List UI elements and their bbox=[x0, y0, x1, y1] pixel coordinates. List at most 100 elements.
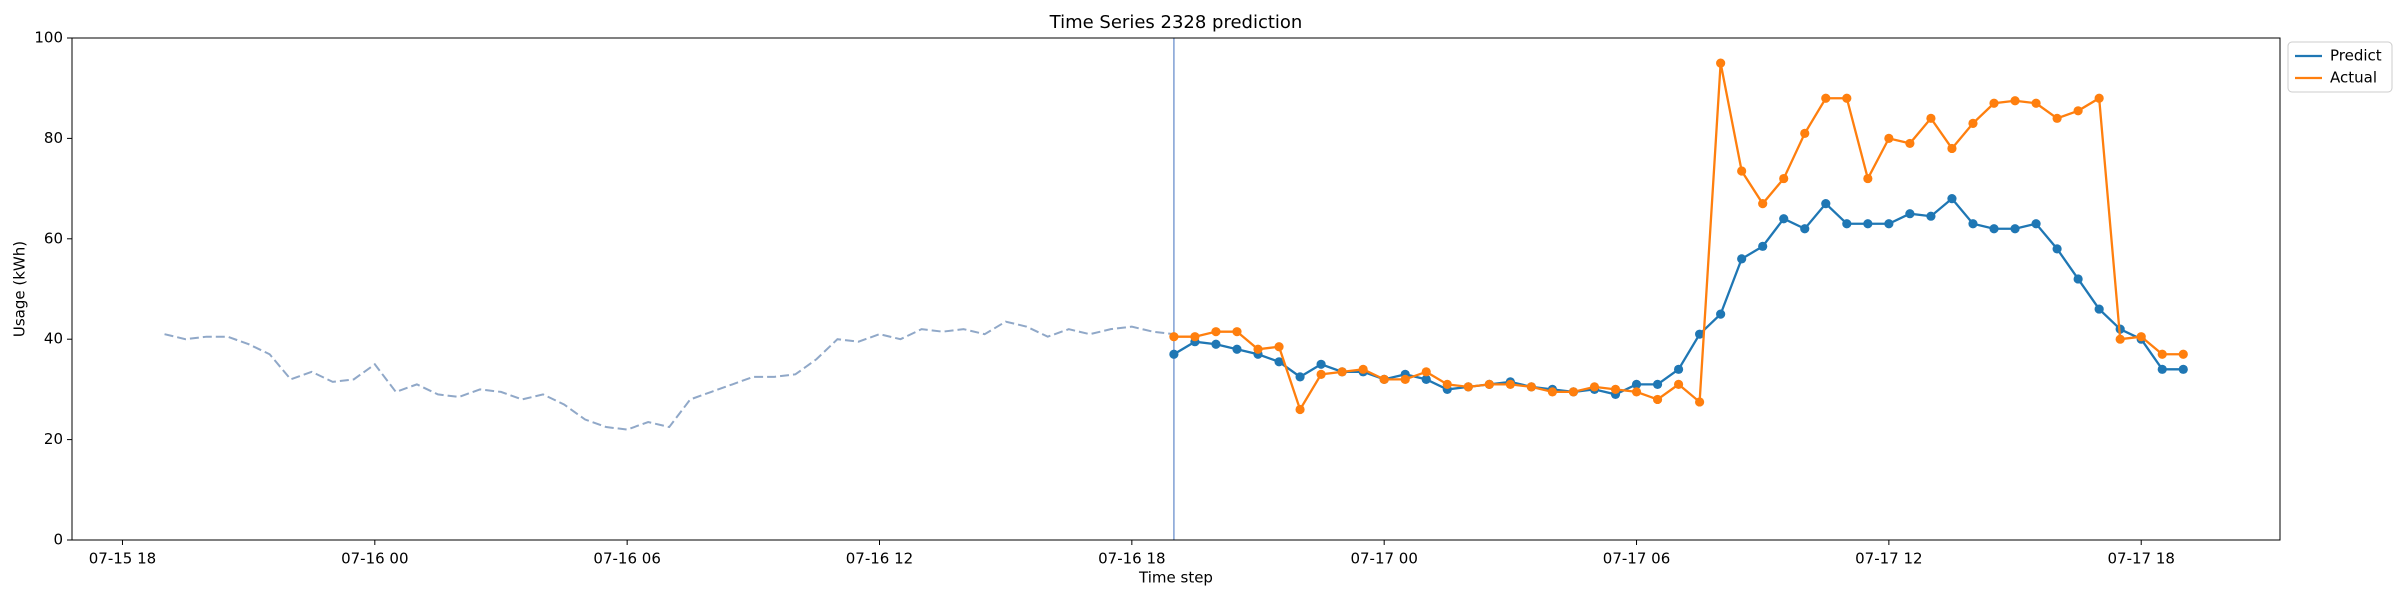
point bbox=[1190, 332, 1200, 342]
point bbox=[1947, 143, 1957, 154]
point bbox=[2052, 244, 2062, 254]
point bbox=[2010, 96, 2020, 106]
x-tick-label: 07-17 06 bbox=[1603, 550, 1670, 568]
history-line bbox=[164, 320, 1175, 431]
point bbox=[1274, 342, 1284, 352]
point bbox=[1779, 214, 1789, 224]
y-tick-label: 100 bbox=[34, 29, 63, 47]
point bbox=[2052, 113, 2062, 123]
point bbox=[2157, 349, 2167, 359]
point bbox=[1421, 367, 1431, 377]
point bbox=[1926, 113, 1936, 123]
point bbox=[1652, 394, 1663, 405]
point bbox=[2073, 274, 2083, 284]
point bbox=[2115, 334, 2125, 344]
point bbox=[2094, 304, 2104, 314]
point bbox=[1758, 199, 1768, 209]
y-tick-label: 80 bbox=[44, 129, 63, 147]
point bbox=[1758, 241, 1768, 251]
x-tick-label: 07-16 06 bbox=[593, 550, 660, 568]
point bbox=[2073, 106, 2083, 116]
point bbox=[1779, 173, 1789, 184]
point bbox=[1253, 344, 1263, 354]
y-axis-label: Usage (kWh) bbox=[11, 241, 29, 337]
point bbox=[1484, 379, 1494, 389]
point bbox=[1884, 219, 1894, 229]
y-tick-label: 20 bbox=[44, 430, 63, 448]
point bbox=[1652, 379, 1663, 389]
point bbox=[2094, 93, 2104, 103]
point bbox=[2031, 219, 2041, 229]
point bbox=[1421, 374, 1431, 384]
point bbox=[1673, 379, 1684, 389]
x-tick-label: 07-16 12 bbox=[846, 550, 913, 568]
point bbox=[1232, 327, 1242, 337]
point bbox=[1695, 329, 1705, 339]
point bbox=[1316, 369, 1326, 379]
x-tick-label: 07-17 18 bbox=[2107, 550, 2174, 568]
legend-label: Predict bbox=[2330, 47, 2382, 65]
point bbox=[1716, 309, 1726, 319]
x-tick-label: 07-16 00 bbox=[341, 550, 408, 568]
series-line bbox=[1173, 62, 2184, 413]
point bbox=[2010, 224, 2020, 234]
legend-label: Actual bbox=[2330, 69, 2377, 87]
point bbox=[1926, 211, 1936, 221]
point bbox=[1968, 118, 1978, 128]
x-tick-label: 07-15 18 bbox=[89, 550, 156, 568]
point bbox=[1400, 374, 1410, 384]
point bbox=[1905, 209, 1915, 219]
x-tick-label: 07-17 12 bbox=[1855, 550, 1922, 568]
point bbox=[1716, 58, 1726, 68]
point bbox=[1463, 382, 1473, 392]
point bbox=[1547, 387, 1558, 397]
point bbox=[1379, 374, 1389, 384]
point bbox=[1695, 397, 1705, 407]
point bbox=[1863, 219, 1873, 229]
y-tick-label: 60 bbox=[44, 229, 63, 247]
point bbox=[1800, 224, 1810, 234]
point bbox=[1169, 332, 1179, 342]
point bbox=[2178, 364, 2188, 374]
point bbox=[1295, 372, 1305, 382]
point bbox=[1211, 339, 1221, 349]
x-tick-label: 07-16 18 bbox=[1098, 550, 1165, 568]
point bbox=[1295, 404, 1305, 415]
point bbox=[1589, 382, 1600, 392]
plot-frame bbox=[71, 37, 2281, 541]
point bbox=[1316, 359, 1326, 369]
point bbox=[1842, 219, 1852, 229]
point bbox=[2178, 349, 2188, 359]
point bbox=[1631, 379, 1642, 389]
point bbox=[1821, 93, 1831, 103]
point bbox=[1968, 219, 1978, 229]
point bbox=[1947, 194, 1957, 204]
point bbox=[1442, 379, 1452, 389]
x-tick-label: 07-17 00 bbox=[1350, 550, 1417, 568]
point bbox=[1211, 327, 1221, 337]
x-axis-label: Time step bbox=[1138, 569, 1213, 587]
point bbox=[1863, 173, 1873, 184]
point bbox=[1884, 133, 1894, 143]
y-tick-label: 0 bbox=[53, 531, 63, 549]
point bbox=[1821, 199, 1831, 209]
point bbox=[1631, 387, 1642, 397]
point bbox=[1673, 364, 1684, 374]
point bbox=[1274, 357, 1284, 367]
point bbox=[1568, 387, 1579, 397]
point bbox=[1169, 349, 1179, 359]
point bbox=[1505, 379, 1515, 389]
point bbox=[1989, 224, 1999, 234]
legend-box bbox=[2287, 41, 2393, 93]
y-tick-label: 40 bbox=[44, 330, 63, 348]
chart-title: Time Series 2328 prediction bbox=[1049, 12, 1303, 33]
point bbox=[1526, 382, 1536, 392]
point bbox=[1232, 344, 1242, 354]
point bbox=[1842, 93, 1852, 103]
point bbox=[2031, 98, 2041, 108]
point bbox=[1737, 166, 1747, 176]
point bbox=[1800, 128, 1810, 138]
point bbox=[1358, 364, 1368, 374]
point bbox=[1337, 367, 1347, 377]
